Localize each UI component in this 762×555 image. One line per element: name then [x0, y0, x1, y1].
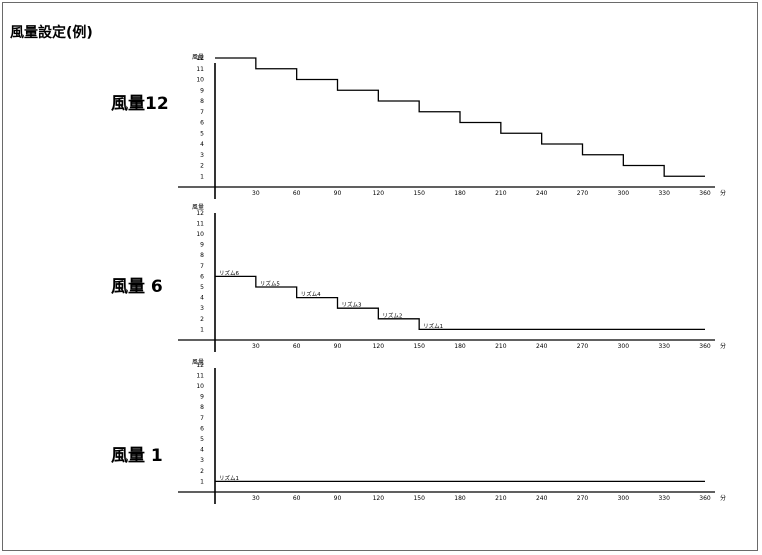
x-tick-label: 240 [536, 495, 548, 502]
x-axis-label: 分 [720, 494, 726, 502]
y-tick-label: 8 [200, 98, 204, 105]
y-tick-label: 8 [200, 404, 204, 411]
y-tick-label: 6 [200, 425, 204, 432]
y-tick-label: 10 [196, 231, 204, 238]
y-axis-label: 風量 [192, 204, 204, 211]
x-tick-label: 180 [454, 190, 466, 197]
y-tick-label: 2 [200, 163, 204, 170]
y-tick-label: 7 [200, 263, 204, 270]
y-tick-label: 9 [200, 394, 204, 401]
x-tick-label: 120 [373, 495, 385, 502]
x-tick-label: 180 [454, 495, 466, 502]
y-axis-label: 風量 [192, 54, 204, 61]
x-tick-label: 270 [577, 190, 589, 197]
x-tick-label: 300 [618, 495, 630, 502]
y-tick-label: 4 [200, 447, 204, 454]
y-tick-label: 2 [200, 468, 204, 475]
y-tick-label: 9 [200, 242, 204, 249]
x-tick-label: 330 [658, 190, 670, 197]
x-tick-label: 60 [293, 190, 301, 197]
x-tick-label: 360 [699, 190, 711, 197]
y-tick-label: 4 [200, 141, 204, 148]
y-tick-label: 12 [196, 55, 204, 62]
y-tick-label: 3 [200, 152, 204, 159]
x-tick-label: 120 [373, 190, 385, 197]
chart-title-wind-6: 風量 6 [111, 277, 163, 297]
y-tick-label: 2 [200, 316, 204, 323]
x-tick-label: 210 [495, 495, 507, 502]
y-tick-label: 10 [196, 77, 204, 84]
step-series-line [215, 275, 705, 331]
y-tick-label: 5 [200, 130, 204, 137]
y-tick-label: 4 [200, 295, 204, 302]
y-tick-label: 11 [196, 220, 204, 227]
y-tick-label: 3 [200, 305, 204, 312]
y-tick-label: 10 [196, 383, 204, 390]
x-tick-label: 60 [293, 495, 301, 502]
step-label: リズム5 [260, 280, 281, 288]
x-tick-label: 360 [699, 343, 711, 350]
y-tick-label: 12 [196, 210, 204, 217]
step-label: リズム2 [382, 311, 402, 319]
x-tick-label: 300 [618, 343, 630, 350]
x-tick-label: 240 [536, 190, 548, 197]
x-tick-label: 210 [495, 190, 507, 197]
x-axis-label: 分 [720, 342, 726, 350]
chart-title-wind-12: 風量12 [111, 94, 169, 114]
x-tick-label: 150 [413, 495, 425, 502]
x-tick-label: 30 [252, 495, 260, 502]
x-tick-label: 240 [536, 343, 548, 350]
step-label: リズム1 [423, 322, 443, 330]
x-tick-label: 90 [334, 190, 342, 197]
x-tick-label: 60 [293, 343, 301, 350]
x-tick-label: 90 [334, 495, 342, 502]
y-tick-label: 1 [200, 478, 204, 485]
x-tick-label: 30 [252, 190, 260, 197]
step-label: リズム6 [219, 269, 240, 277]
y-tick-label: 5 [200, 436, 204, 443]
y-tick-label: 11 [196, 372, 204, 379]
x-tick-label: 120 [373, 343, 385, 350]
x-tick-label: 90 [334, 343, 342, 350]
y-tick-label: 11 [196, 66, 204, 73]
y-tick-label: 3 [200, 457, 204, 464]
y-tick-label: 6 [200, 273, 204, 280]
x-tick-label: 300 [618, 190, 630, 197]
x-tick-label: 270 [577, 495, 589, 502]
x-axis-label: 分 [720, 189, 726, 197]
y-axis-label: 風量 [192, 359, 204, 366]
step-series-line [215, 57, 705, 177]
x-tick-label: 150 [413, 343, 425, 350]
y-tick-label: 6 [200, 120, 204, 127]
y-tick-label: 7 [200, 415, 204, 422]
step-label: リズム3 [342, 301, 363, 309]
step-label: リズム1 [219, 474, 239, 482]
y-tick-label: 7 [200, 109, 204, 116]
page-title: 風量設定(例) [10, 25, 93, 41]
y-tick-label: 8 [200, 252, 204, 259]
x-tick-label: 270 [577, 343, 589, 350]
y-tick-label: 9 [200, 87, 204, 94]
x-tick-label: 180 [454, 343, 466, 350]
y-tick-label: 1 [200, 326, 204, 333]
x-tick-label: 150 [413, 190, 425, 197]
x-tick-label: 360 [699, 495, 711, 502]
x-tick-label: 330 [658, 495, 670, 502]
y-tick-label: 12 [196, 362, 204, 369]
x-tick-label: 30 [252, 343, 260, 350]
x-tick-label: 210 [495, 343, 507, 350]
x-tick-label: 330 [658, 343, 670, 350]
chart-title-wind-1: 風量 1 [111, 446, 163, 466]
step-label: リズム4 [301, 290, 322, 298]
y-tick-label: 5 [200, 284, 204, 291]
y-tick-label: 1 [200, 173, 204, 180]
